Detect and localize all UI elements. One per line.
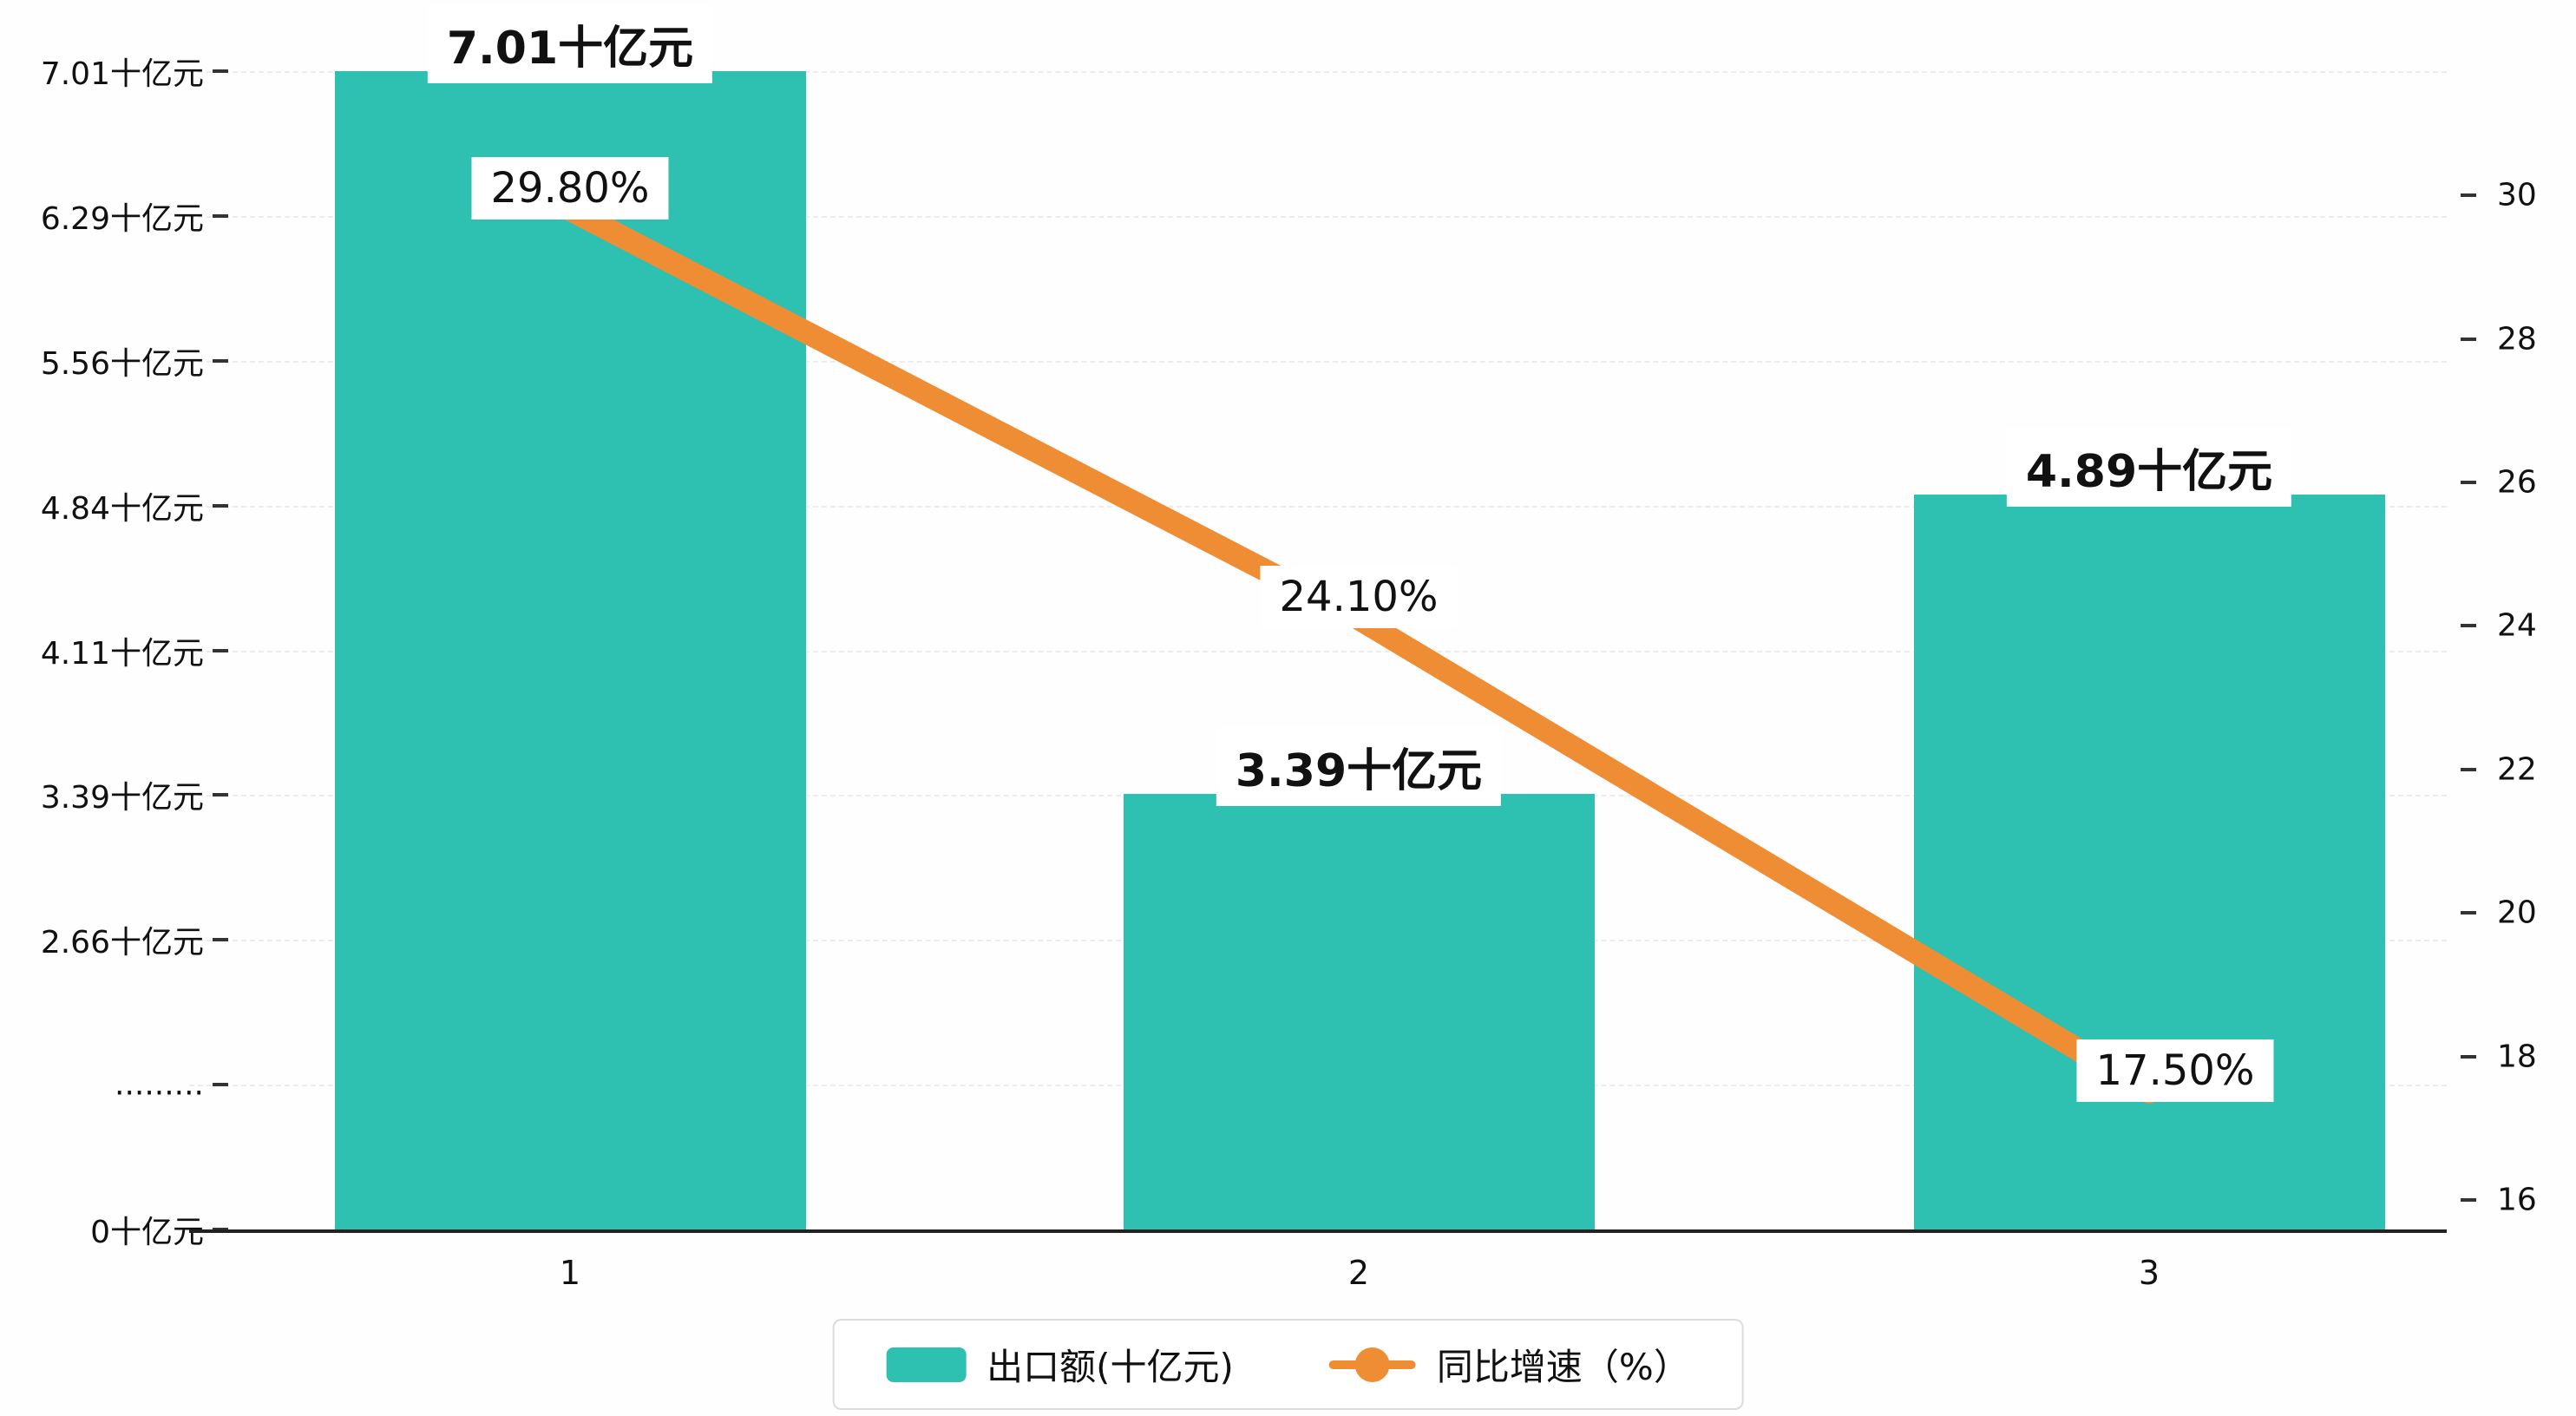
right-axis-tick-mark [2461,767,2476,771]
left-axis-tick-label: 6.29十亿元 [40,200,204,237]
left-axis-tick-mark [213,358,228,363]
x-axis-label: 2 [1347,1254,1370,1292]
left-axis-tick-label: 4.84十亿元 [40,490,204,527]
legend-item-growth[interactable]: 同比增速（%） [1328,1338,1690,1391]
left-axis-tick-label: 0十亿元 [90,1215,204,1250]
grid-line [189,71,2447,73]
left-axis-tick-label: 4.11十亿元 [40,635,204,672]
x-axis-line [189,1229,2447,1233]
left-axis-tick-label: 3.39十亿元 [40,780,204,816]
left-axis-tick-mark [213,648,228,652]
bar-value-label: 7.01十亿元 [427,4,713,83]
right-axis-tick-label: 26 [2497,464,2537,501]
left-axis-tick-label: 5.56十亿元 [40,345,204,382]
line-point-label: 17.50% [2076,1039,2274,1102]
bar [1913,494,2385,1229]
x-axis-label: 3 [2138,1254,2160,1292]
grid-line [189,215,2447,218]
right-axis-tick-mark [2461,193,2476,198]
bar [1123,794,1595,1229]
left-axis-tick-mark [213,793,228,797]
right-axis-tick-mark [2461,481,2476,484]
right-axis-tick-mark [2461,911,2476,915]
line-series-marker-icon [1328,1347,1416,1382]
grid-line [189,505,2447,508]
right-axis-tick-label: 28 [2497,321,2537,357]
right-axis-tick-mark [2461,624,2476,628]
bar-value-label: 4.89十亿元 [2006,427,2292,507]
grid-line [189,360,2447,363]
right-axis-tick-mark [2461,1054,2476,1059]
right-axis-tick-label: 18 [2497,1039,2537,1075]
right-axis-tick-label: 30 [2497,177,2537,213]
x-axis-label: 1 [559,1254,581,1292]
left-axis-tick-mark [213,938,228,942]
bar-series-swatch-icon [886,1347,967,1382]
left-axis-tick-mark [213,503,228,508]
right-axis-tick-label: 16 [2497,1182,2537,1218]
legend-label-export: 出口额(十亿元) [986,1346,1234,1388]
left-axis-tick-label: 2.66十亿元 [40,925,204,961]
bar [334,71,806,1229]
left-axis-tick-label: ......... [115,1066,204,1103]
line-point-label: 29.80% [471,156,669,220]
right-axis-tick-label: 20 [2497,895,2537,931]
legend-label-growth: 同比增速（%） [1436,1346,1690,1388]
right-axis-tick-label: 24 [2497,607,2537,644]
left-axis-tick-mark [213,69,228,73]
legend: 出口额(十亿元) 同比增速（%） [832,1319,1744,1410]
line-point-label: 24.10% [1260,566,1458,629]
legend-item-export[interactable]: 出口额(十亿元) [886,1338,1234,1391]
bar-value-label: 3.39十亿元 [1216,727,1502,807]
left-axis-tick-mark [213,1083,228,1087]
right-axis-tick-mark [2461,337,2476,341]
left-axis-tick-label: 7.01十亿元 [40,56,204,92]
right-axis-tick-mark [2461,1198,2476,1202]
left-axis-tick-mark [213,213,228,218]
grid-line [189,650,2447,652]
right-axis-tick-label: 22 [2497,751,2537,788]
